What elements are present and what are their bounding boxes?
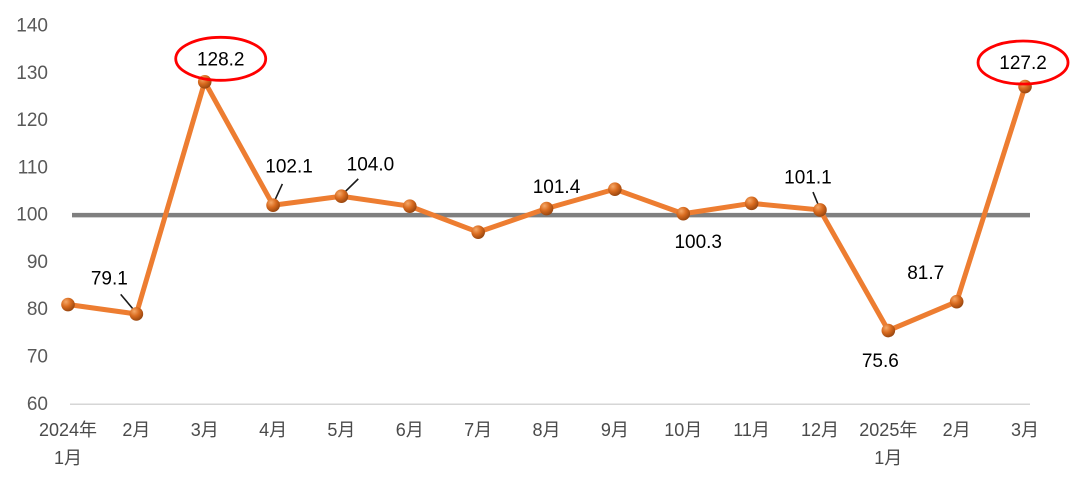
data-point-marker — [881, 323, 896, 338]
x-axis-tick-label: 1月 — [54, 448, 82, 468]
data-point-marker — [129, 307, 144, 321]
y-axis-tick-label: 130 — [16, 63, 48, 84]
highlight-ellipse — [976, 39, 1070, 86]
data-point-marker — [471, 225, 485, 239]
y-axis-tick-label: 120 — [16, 110, 48, 131]
x-axis-tick-label: 4月 — [259, 420, 287, 440]
data-point-marker — [334, 189, 349, 204]
x-axis-tick-label: 12月 — [801, 420, 839, 440]
x-axis-tick-label: 5月 — [327, 420, 355, 440]
x-axis-tick-label: 2月 — [122, 420, 150, 440]
y-axis-tick-label: 80 — [27, 299, 48, 320]
x-axis-tick-label: 10月 — [664, 420, 702, 440]
x-axis-tick-label: 2月 — [943, 420, 971, 440]
data-point-marker — [61, 297, 75, 312]
leader-line — [812, 191, 820, 206]
data-point-label: 81.7 — [907, 263, 944, 284]
x-axis-tick-label: 6月 — [396, 420, 424, 440]
y-axis-tick-label: 100 — [16, 205, 48, 226]
data-point-marker — [266, 198, 280, 213]
data-point-label: 75.6 — [862, 351, 899, 372]
data-point-marker — [539, 201, 554, 216]
data-point-label: 128.2 — [197, 49, 245, 70]
data-point-marker — [403, 199, 417, 213]
data-point-marker — [608, 182, 622, 196]
y-axis-tick-label: 60 — [27, 394, 48, 415]
x-axis-tick-label: 11月 — [733, 420, 770, 440]
x-axis-tick-label: 8月 — [533, 420, 561, 440]
data-point-marker — [1018, 79, 1032, 94]
highlight-ellipse — [174, 35, 268, 82]
leader-line — [344, 178, 359, 193]
data-point-label: 100.3 — [674, 232, 722, 253]
data-point-marker — [949, 294, 964, 309]
x-axis-tick-label: 9月 — [601, 420, 629, 440]
y-axis-tick-label: 90 — [27, 252, 48, 273]
data-point-label: 79.1 — [91, 268, 128, 289]
x-axis-tick-label: 2025年 — [859, 420, 917, 440]
data-point-marker — [744, 196, 759, 211]
x-axis-tick-label: 7月 — [464, 420, 492, 440]
data-point-label: 102.1 — [265, 157, 313, 178]
data-point-label: 101.4 — [533, 177, 581, 198]
data-point-label: 127.2 — [999, 53, 1047, 74]
x-axis-tick-label: 3月 — [191, 420, 219, 440]
y-axis-tick-label: 140 — [16, 16, 48, 37]
data-point-marker — [813, 203, 827, 217]
data-point-label: 104.0 — [347, 155, 395, 176]
y-axis-tick-label: 110 — [18, 157, 48, 178]
x-axis-tick-label: 2024年 — [39, 420, 97, 440]
x-axis-tick-label: 1月 — [874, 448, 902, 468]
y-axis-tick-label: 70 — [27, 347, 48, 368]
leader-line — [274, 183, 284, 201]
x-axis-tick-label: 3月 — [1011, 420, 1039, 440]
data-point-label: 101.1 — [784, 167, 832, 188]
data-point-marker — [676, 206, 691, 221]
leader-line — [120, 293, 134, 310]
